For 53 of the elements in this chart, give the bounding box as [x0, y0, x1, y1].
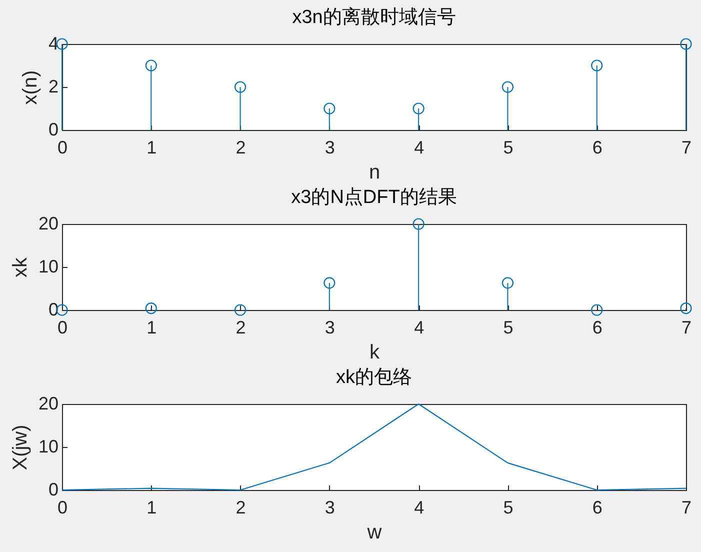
x-axis-title: k: [370, 342, 380, 364]
x-tick-label: 5: [503, 498, 514, 518]
x-tick-label: 2: [236, 138, 246, 158]
y-tick-label: 0: [48, 120, 58, 140]
x-tick-label: 3: [324, 498, 335, 518]
x-tick-label: 1: [146, 318, 157, 338]
point: [324, 102, 336, 114]
chart-title: x3n的离散时域信号: [292, 6, 456, 28]
point: [591, 304, 603, 316]
point: [145, 60, 157, 72]
x-tick-label: 4: [414, 138, 424, 158]
point: [412, 218, 424, 230]
point: [234, 81, 246, 93]
y-tick-label: 10: [38, 256, 58, 276]
point: [680, 38, 692, 50]
y-tick-label: 20: [38, 394, 58, 414]
x-axis-title: n: [368, 162, 380, 184]
x-tick-label: 1: [146, 138, 157, 158]
point: [502, 81, 514, 93]
y-tick-label: 2: [48, 76, 58, 96]
point: [324, 277, 336, 289]
y-tick-label: 4: [48, 34, 58, 54]
x-tick-label: 6: [592, 498, 602, 518]
y-axis-title: x(n): [19, 70, 42, 105]
x-tick-label: 2: [236, 498, 246, 518]
x-tick-label: 5: [503, 138, 514, 158]
y-tick-label: 10: [38, 436, 58, 456]
x-tick-label: 3: [324, 138, 335, 158]
x-tick-label: 4: [414, 318, 424, 338]
point: [591, 60, 603, 72]
x-tick-label: 7: [681, 318, 692, 338]
point: [412, 102, 424, 114]
y-tick-label: 20: [38, 214, 58, 234]
x-tick-label: 4: [414, 498, 424, 518]
x-tick-label: 5: [503, 318, 514, 338]
y-tick-label: 0: [48, 480, 58, 500]
point: [145, 302, 157, 314]
chart-title: xk的包络: [336, 367, 412, 388]
line-series: [61, 403, 687, 491]
x-tick-label: 7: [681, 498, 692, 518]
x-tick-label: 6: [592, 318, 602, 338]
y-axis-title: X(jw): [9, 424, 32, 470]
x-tick-label: 3: [324, 318, 335, 338]
x-axis-title: w: [366, 522, 382, 544]
point: [680, 302, 692, 314]
x-tick-label: 1: [146, 498, 157, 518]
point: [502, 277, 514, 289]
x-tick-label: 6: [592, 138, 602, 158]
x-tick-label: 2: [236, 318, 246, 338]
chart-title: x3的N点DFT的结果: [291, 187, 457, 208]
y-axis-title: xk: [9, 256, 32, 278]
x-tick-label: 7: [681, 138, 692, 158]
point: [234, 304, 246, 316]
